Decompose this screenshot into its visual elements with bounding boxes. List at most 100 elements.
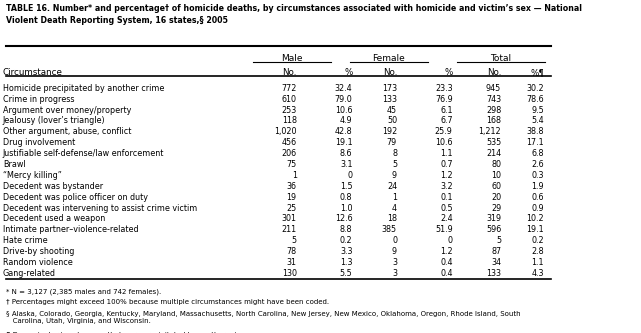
Text: 298: 298 — [486, 106, 501, 115]
Text: 5.4: 5.4 — [531, 117, 544, 126]
Text: %: % — [344, 68, 353, 77]
Text: 5: 5 — [496, 236, 501, 245]
Text: Decedent was intervening to assist crime victim: Decedent was intervening to assist crime… — [3, 203, 197, 212]
Text: 0.5: 0.5 — [440, 203, 453, 212]
Text: 18: 18 — [387, 214, 397, 223]
Text: 0.3: 0.3 — [531, 171, 544, 180]
Text: Female: Female — [372, 54, 405, 63]
Text: Homicide precipitated by another crime: Homicide precipitated by another crime — [3, 84, 164, 93]
Text: 118: 118 — [282, 117, 297, 126]
Text: Circumstance: Circumstance — [3, 68, 63, 77]
Text: 25.9: 25.9 — [435, 127, 453, 136]
Text: No.: No. — [383, 68, 397, 77]
Text: 456: 456 — [281, 138, 297, 147]
Text: 130: 130 — [282, 269, 297, 278]
Text: Crime in progress: Crime in progress — [3, 95, 74, 104]
Text: 1.3: 1.3 — [340, 258, 353, 267]
Text: 32.4: 32.4 — [335, 84, 353, 93]
Text: 0.2: 0.2 — [531, 236, 544, 245]
Text: 535: 535 — [486, 138, 501, 147]
Text: 0.8: 0.8 — [340, 192, 353, 202]
Text: 1,212: 1,212 — [478, 127, 501, 136]
Text: 0.7: 0.7 — [440, 160, 453, 169]
Text: 80: 80 — [491, 160, 501, 169]
Text: 8.8: 8.8 — [340, 225, 353, 234]
Text: Decedent used a weapon: Decedent used a weapon — [3, 214, 105, 223]
Text: 4.3: 4.3 — [531, 269, 544, 278]
Text: 192: 192 — [382, 127, 397, 136]
Text: 3.3: 3.3 — [340, 247, 353, 256]
Text: 17.1: 17.1 — [526, 138, 544, 147]
Text: 6.1: 6.1 — [440, 106, 453, 115]
Text: 23.3: 23.3 — [435, 84, 453, 93]
Text: 0.4: 0.4 — [440, 258, 453, 267]
Text: 1.9: 1.9 — [531, 182, 544, 191]
Text: 173: 173 — [382, 84, 397, 93]
Text: %¶: %¶ — [530, 68, 544, 77]
Text: 9: 9 — [392, 247, 397, 256]
Text: 9.5: 9.5 — [531, 106, 544, 115]
Text: 2.6: 2.6 — [531, 160, 544, 169]
Text: 38.8: 38.8 — [526, 127, 544, 136]
Text: 1,020: 1,020 — [274, 127, 297, 136]
Text: 2.4: 2.4 — [440, 214, 453, 223]
Text: 1.2: 1.2 — [440, 247, 453, 256]
Text: 301: 301 — [282, 214, 297, 223]
Text: 30.2: 30.2 — [526, 84, 544, 93]
Text: Random violence: Random violence — [3, 258, 72, 267]
Text: 3: 3 — [392, 269, 397, 278]
Text: 10.6: 10.6 — [435, 138, 453, 147]
Text: 211: 211 — [281, 225, 297, 234]
Text: 6.8: 6.8 — [531, 149, 544, 158]
Text: 772: 772 — [281, 84, 297, 93]
Text: 8.6: 8.6 — [340, 149, 353, 158]
Text: Male: Male — [281, 54, 303, 63]
Text: 10: 10 — [491, 171, 501, 180]
Text: † Percentages might exceed 100% because multiple circumstances might have been c: † Percentages might exceed 100% because … — [6, 299, 329, 305]
Text: 0.1: 0.1 — [440, 192, 453, 202]
Text: 79.0: 79.0 — [335, 95, 353, 104]
Text: Intimate partner–violence-related: Intimate partner–violence-related — [3, 225, 138, 234]
Text: 12.6: 12.6 — [335, 214, 353, 223]
Text: 0.2: 0.2 — [340, 236, 353, 245]
Text: 5.5: 5.5 — [340, 269, 353, 278]
Text: Jealousy (lover’s triangle): Jealousy (lover’s triangle) — [3, 117, 105, 126]
Text: Brawl: Brawl — [3, 160, 26, 169]
Text: 78: 78 — [287, 247, 297, 256]
Text: Argument over money/property: Argument over money/property — [3, 106, 131, 115]
Text: 19.1: 19.1 — [335, 138, 353, 147]
Text: 0: 0 — [347, 171, 353, 180]
Text: Total: Total — [490, 54, 511, 63]
Text: Decedent was police officer on duty: Decedent was police officer on duty — [3, 192, 148, 202]
Text: 1.2: 1.2 — [440, 171, 453, 180]
Text: No.: No. — [487, 68, 501, 77]
Text: 5: 5 — [392, 160, 397, 169]
Text: 596: 596 — [486, 225, 501, 234]
Text: %: % — [444, 68, 453, 77]
Text: 20: 20 — [491, 192, 501, 202]
Text: 253: 253 — [281, 106, 297, 115]
Text: Justifiable self-defense/law enforcement: Justifiable self-defense/law enforcement — [3, 149, 164, 158]
Text: 3: 3 — [392, 258, 397, 267]
Text: 0.9: 0.9 — [531, 203, 544, 212]
Text: 60: 60 — [491, 182, 501, 191]
Text: 76.9: 76.9 — [435, 95, 453, 104]
Text: Hate crime: Hate crime — [3, 236, 47, 245]
Text: ¶ Denominator is only cases that were precipitated by another crime.: ¶ Denominator is only cases that were pr… — [6, 332, 249, 333]
Text: 42.8: 42.8 — [335, 127, 353, 136]
Text: 319: 319 — [486, 214, 501, 223]
Text: 10.2: 10.2 — [526, 214, 544, 223]
Text: 5: 5 — [292, 236, 297, 245]
Text: 87: 87 — [491, 247, 501, 256]
Text: 133: 133 — [382, 95, 397, 104]
Text: * N = 3,127 (2,385 males and 742 females).: * N = 3,127 (2,385 males and 742 females… — [6, 288, 161, 295]
Text: “Mercy killing”: “Mercy killing” — [3, 171, 62, 180]
Text: 1.1: 1.1 — [440, 149, 453, 158]
Text: 29: 29 — [491, 203, 501, 212]
Text: 133: 133 — [486, 269, 501, 278]
Text: No.: No. — [283, 68, 297, 77]
Text: 4: 4 — [392, 203, 397, 212]
Text: Decedent was bystander: Decedent was bystander — [3, 182, 103, 191]
Text: 168: 168 — [486, 117, 501, 126]
Text: TABLE 16. Number* and percentage† of homicide deaths, by circumstances associate: TABLE 16. Number* and percentage† of hom… — [6, 4, 581, 25]
